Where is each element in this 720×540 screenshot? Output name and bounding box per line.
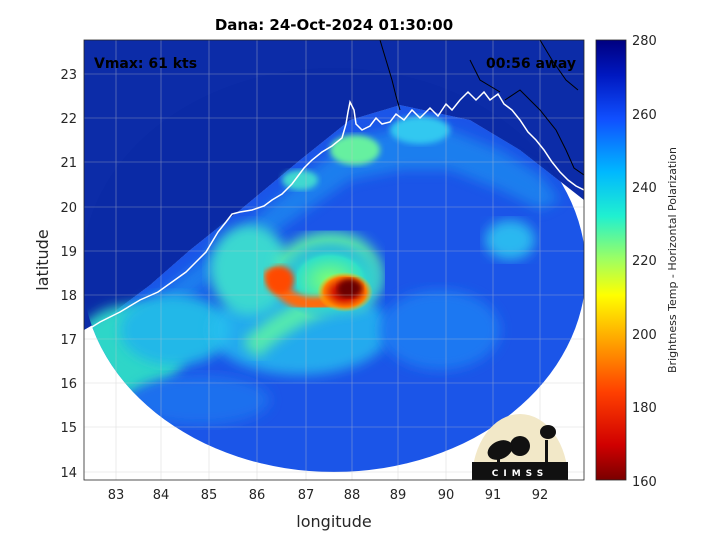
x-tick-label: 88 <box>344 488 361 503</box>
colorbar-tick-label: 220 <box>632 254 657 269</box>
coastline-black <box>379 40 584 176</box>
x-tick-label: 89 <box>390 488 407 503</box>
colorbar-tick-label: 280 <box>632 34 657 49</box>
coastline-white <box>84 90 584 333</box>
y-tick-label: 20 <box>60 201 77 216</box>
colorbar-gradient <box>595 39 627 481</box>
time-away-label: 00:56 away <box>486 56 576 72</box>
colorbar-tick-label: 240 <box>632 181 657 196</box>
vmax-label: Vmax: 61 kts <box>94 56 197 72</box>
colorbar-label: Brightness Temp - Horizontal Polarizatio… <box>666 147 679 373</box>
map-plot-area <box>84 40 584 480</box>
y-tick-label: 15 <box>60 421 77 436</box>
x-tick-label: 86 <box>249 488 266 503</box>
logo-text: CIMSS <box>492 469 548 479</box>
plot-frame <box>83 39 585 481</box>
y-tick-label: 22 <box>60 112 77 127</box>
grid-lines <box>84 40 584 480</box>
x-axis-label: longitude <box>296 512 371 531</box>
x-tick-label: 90 <box>438 488 455 503</box>
y-tick-label: 19 <box>60 245 77 260</box>
x-tick-label: 92 <box>532 488 549 503</box>
y-tick-label: 23 <box>60 68 77 83</box>
x-tick-label: 87 <box>298 488 315 503</box>
colorbar-tick-label: 180 <box>632 401 657 416</box>
x-tick-label: 91 <box>485 488 502 503</box>
y-tick-labels: 23 22 21 20 19 18 17 16 15 14 <box>60 68 77 481</box>
y-tick-label: 16 <box>60 377 77 392</box>
cimss-logo: CIMSS <box>472 414 568 480</box>
x-tick-labels: 83 84 85 86 87 88 89 90 91 92 <box>108 488 549 503</box>
x-tick-label: 84 <box>153 488 170 503</box>
x-tick-label: 83 <box>108 488 125 503</box>
y-tick-label: 18 <box>60 289 77 304</box>
colorbar: 280 260 240 220 200 180 160 Brightness T… <box>595 34 679 490</box>
colorbar-tick-label: 260 <box>632 108 657 123</box>
y-tick-label: 14 <box>60 466 77 481</box>
y-axis-label: latitude <box>33 229 52 290</box>
y-tick-label: 17 <box>60 333 77 348</box>
y-tick-label: 21 <box>60 156 77 171</box>
colorbar-tick-label: 160 <box>632 475 657 490</box>
x-tick-label: 85 <box>201 488 218 503</box>
chart-title: Dana: 24-Oct-2024 01:30:00 <box>215 16 453 34</box>
colorbar-tick-label: 200 <box>632 328 657 343</box>
